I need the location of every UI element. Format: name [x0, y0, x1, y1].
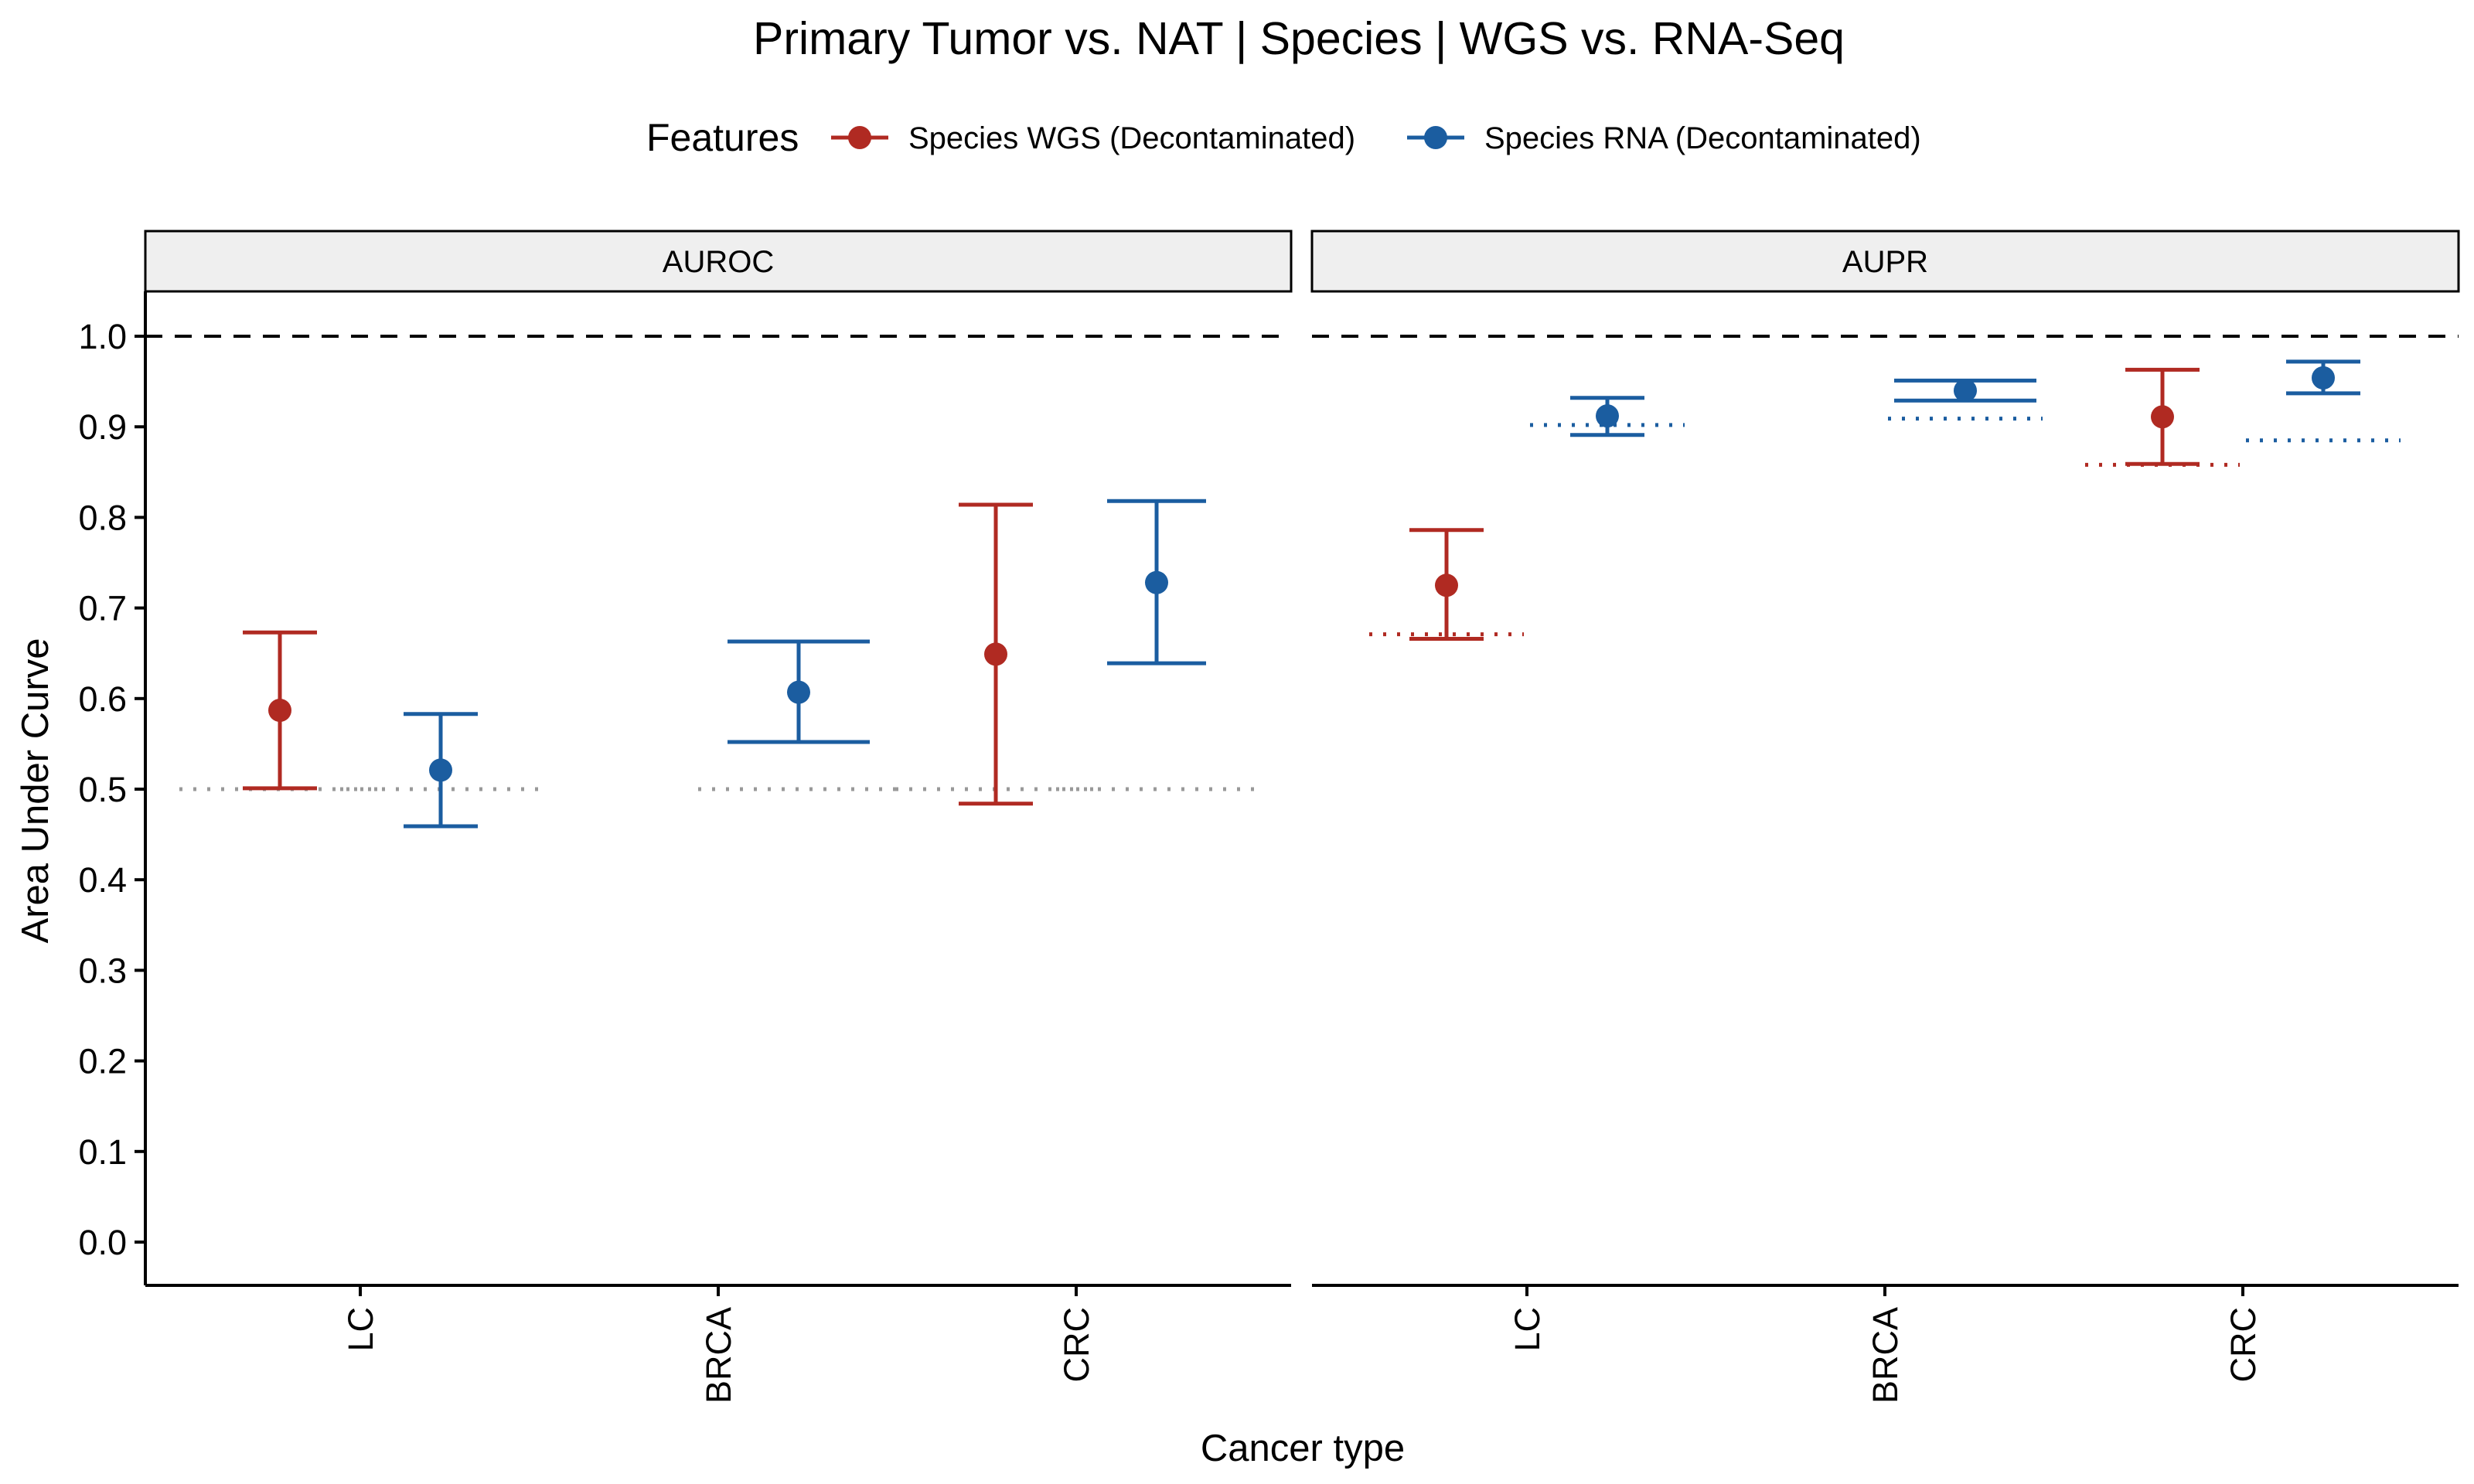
panel-auroc: AUROC 0.0 0.1 0.2 0.3 0.4 0.5 0.6 0.7 0.8 0.9 1.0 LC… [78, 230, 1293, 1404]
legend-key-point [1424, 126, 1447, 149]
facet-strip-label: AUROC [663, 245, 774, 279]
y-tick-label: 1.0 [78, 317, 127, 356]
data-point [984, 642, 1007, 666]
y-tick-label: 0.3 [78, 951, 127, 990]
y-tick-label: 0.5 [78, 770, 127, 809]
data-point [2151, 405, 2174, 429]
data-point [429, 758, 452, 782]
x-tick-label: CRC [1057, 1307, 1096, 1383]
panel-aupr: AUPR LC BRCA CRC [1310, 230, 2460, 1404]
y-tick-label: 0.2 [78, 1042, 127, 1081]
x-tick-label: BRCA [699, 1307, 738, 1404]
x-tick-label: BRCA [1866, 1307, 1905, 1404]
data-point [268, 699, 291, 723]
y-tick-label: 0.9 [78, 407, 127, 447]
legend-label: Species RNA (Decontaminated) [1484, 121, 1921, 155]
y-tick-label: 0.6 [78, 679, 127, 719]
legend-key-point [848, 126, 871, 149]
facet-strip [144, 230, 1293, 293]
chart-title: Primary Tumor vs. NAT | Species | WGS vs… [753, 13, 1845, 64]
y-axis-title: Area Under Curve [15, 638, 56, 944]
y-tick-label: 0.1 [78, 1132, 127, 1172]
x-axis-title: Cancer type [1201, 1428, 1405, 1469]
x-tick-label: CRC [2224, 1307, 2263, 1383]
y-tick-label: 0.0 [78, 1223, 127, 1262]
legend-title: Features [646, 116, 799, 159]
y-tick-label: 0.7 [78, 589, 127, 628]
legend-label: Species WGS (Decontaminated) [908, 121, 1355, 155]
facet-strip [1310, 230, 2460, 293]
data-point [1596, 404, 1619, 428]
x-tick-label: LC [341, 1307, 380, 1352]
data-point [1145, 570, 1168, 594]
panels: AUROC 0.0 0.1 0.2 0.3 0.4 0.5 0.6 0.7 0.8 0.9 1.0 LC… [78, 230, 2460, 1404]
data-point [1954, 379, 1977, 403]
legend: Features Species WGS (Decontaminated) Spe… [646, 116, 1921, 159]
data-point [2312, 366, 2335, 390]
data-point [1435, 574, 1458, 597]
x-tick-label: LC [1508, 1307, 1547, 1352]
y-tick-label: 0.4 [78, 860, 127, 900]
y-tick-label: 0.8 [78, 498, 127, 537]
facet-strip-label: AUPR [1842, 245, 1928, 279]
data-point [787, 680, 810, 704]
